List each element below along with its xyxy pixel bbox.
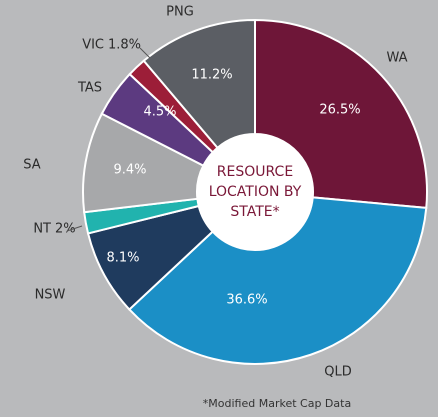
value-label: 2% [55, 222, 76, 237]
category-label: WA [386, 51, 407, 66]
value-label: 8.1% [106, 251, 139, 266]
category-label: NT [33, 222, 51, 237]
leader-line [66, 225, 83, 232]
center-hole [197, 134, 313, 250]
value-label: 4.5% [143, 105, 176, 120]
center-label: LOCATION BY [209, 184, 302, 200]
leader-line [139, 47, 151, 59]
category-label: PNG [166, 5, 194, 20]
footnote: *Modified Market Cap Data [203, 397, 351, 410]
value-label: 1.8% [108, 38, 141, 53]
category-label: SA [23, 158, 40, 173]
category-label: TAS [77, 81, 102, 96]
category-label: QLD [324, 365, 352, 380]
value-label: 9.4% [113, 163, 146, 178]
value-label: 11.2% [191, 68, 232, 83]
category-label: VIC [82, 38, 104, 53]
value-label: 26.5% [319, 103, 360, 118]
center-label: RESOURCE [217, 164, 293, 180]
value-label: 36.6% [226, 293, 267, 308]
category-label: NSW [35, 288, 66, 303]
center-label: STATE* [230, 204, 279, 220]
